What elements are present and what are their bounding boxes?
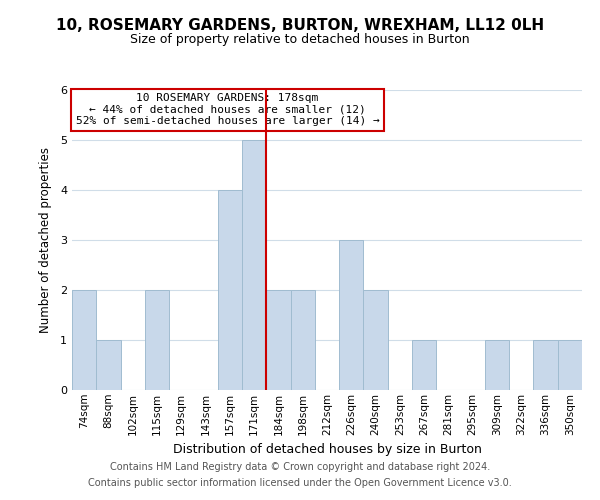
Bar <box>339 240 364 390</box>
Text: Contains public sector information licensed under the Open Government Licence v3: Contains public sector information licen… <box>88 478 512 488</box>
Bar <box>533 340 558 390</box>
Bar <box>558 340 582 390</box>
Bar <box>290 290 315 390</box>
Bar <box>96 340 121 390</box>
Bar <box>364 290 388 390</box>
Bar <box>412 340 436 390</box>
Text: Contains HM Land Registry data © Crown copyright and database right 2024.: Contains HM Land Registry data © Crown c… <box>110 462 490 472</box>
Bar <box>266 290 290 390</box>
Bar <box>485 340 509 390</box>
Text: 10 ROSEMARY GARDENS: 178sqm
← 44% of detached houses are smaller (12)
52% of sem: 10 ROSEMARY GARDENS: 178sqm ← 44% of det… <box>76 93 379 126</box>
Y-axis label: Number of detached properties: Number of detached properties <box>38 147 52 333</box>
Bar <box>242 140 266 390</box>
Bar <box>72 290 96 390</box>
X-axis label: Distribution of detached houses by size in Burton: Distribution of detached houses by size … <box>173 443 481 456</box>
Bar <box>145 290 169 390</box>
Text: Size of property relative to detached houses in Burton: Size of property relative to detached ho… <box>130 32 470 46</box>
Bar <box>218 190 242 390</box>
Text: 10, ROSEMARY GARDENS, BURTON, WREXHAM, LL12 0LH: 10, ROSEMARY GARDENS, BURTON, WREXHAM, L… <box>56 18 544 32</box>
